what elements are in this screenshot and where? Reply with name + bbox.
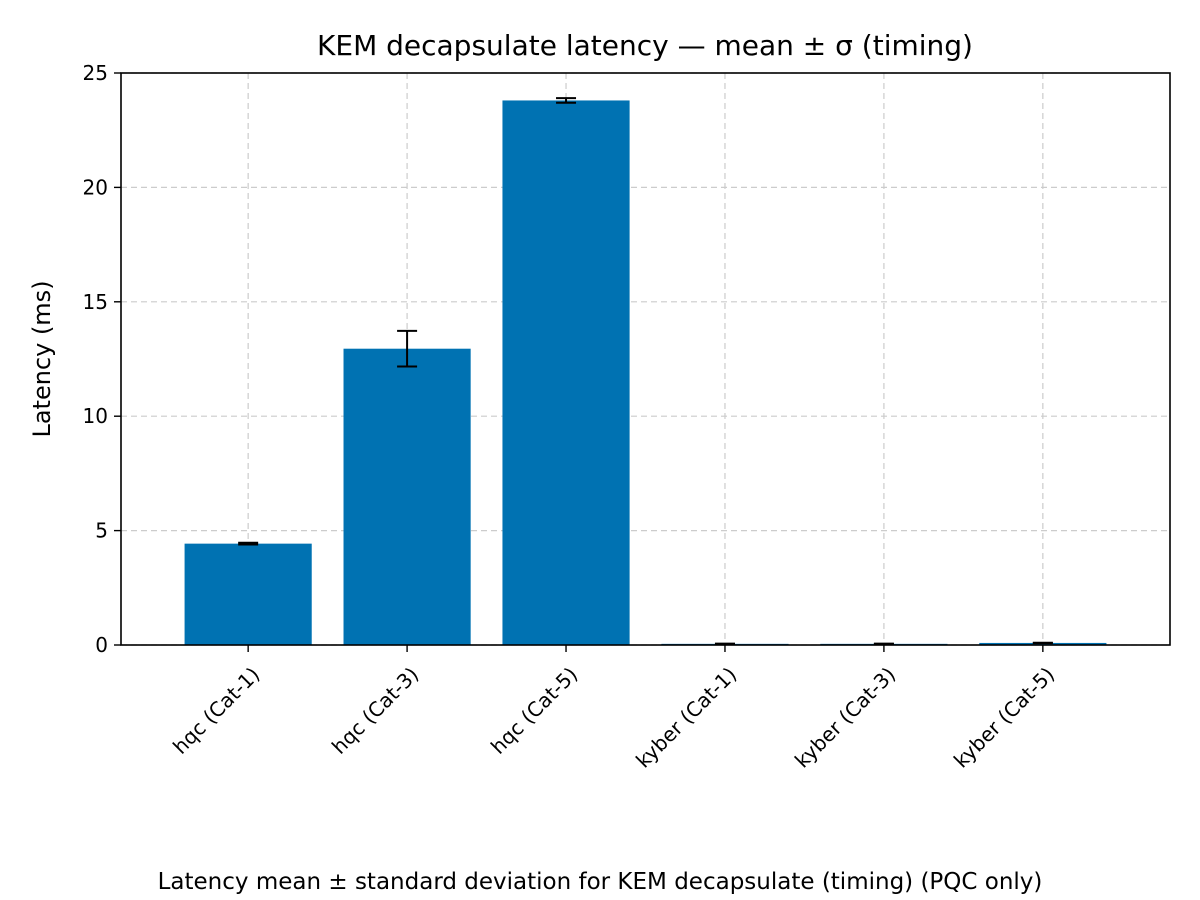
- y-axis-ticks: 0 5 10 15 20 25: [83, 61, 121, 657]
- y-tick-label: 0: [95, 633, 108, 657]
- x-axis-ticks: hqc (Cat-1) hqc (Cat-3) hqc (Cat-5) kyber (…: [168, 645, 1059, 773]
- x-tick-label: hqc (Cat-1): [168, 662, 264, 758]
- y-tick-label: 10: [83, 404, 108, 428]
- error-bars: [238, 97, 1053, 646]
- y-tick-label: 15: [83, 290, 108, 314]
- y-tick-label: 25: [83, 61, 108, 85]
- y-axis-label: Latency (ms): [28, 280, 56, 437]
- plot-area-frame: [120, 72, 1171, 646]
- x-tick-label: kyber (Cat-3): [790, 662, 900, 772]
- chart-caption: Latency mean ± standard deviation for KE…: [158, 869, 1043, 895]
- x-tick-label: kyber (Cat-5): [949, 662, 1059, 772]
- x-tick-label: kyber (Cat-1): [631, 662, 741, 772]
- y-tick-label: 5: [95, 519, 108, 543]
- bar: [184, 543, 312, 645]
- x-tick-label: hqc (Cat-3): [327, 662, 423, 758]
- bar: [343, 348, 471, 645]
- x-tick-label: hqc (Cat-5): [486, 662, 582, 758]
- bar: [502, 100, 630, 646]
- chart-title: KEM decapsulate latency — mean ± σ (timi…: [317, 29, 973, 62]
- y-tick-label: 20: [83, 175, 108, 199]
- bars: [184, 100, 1107, 646]
